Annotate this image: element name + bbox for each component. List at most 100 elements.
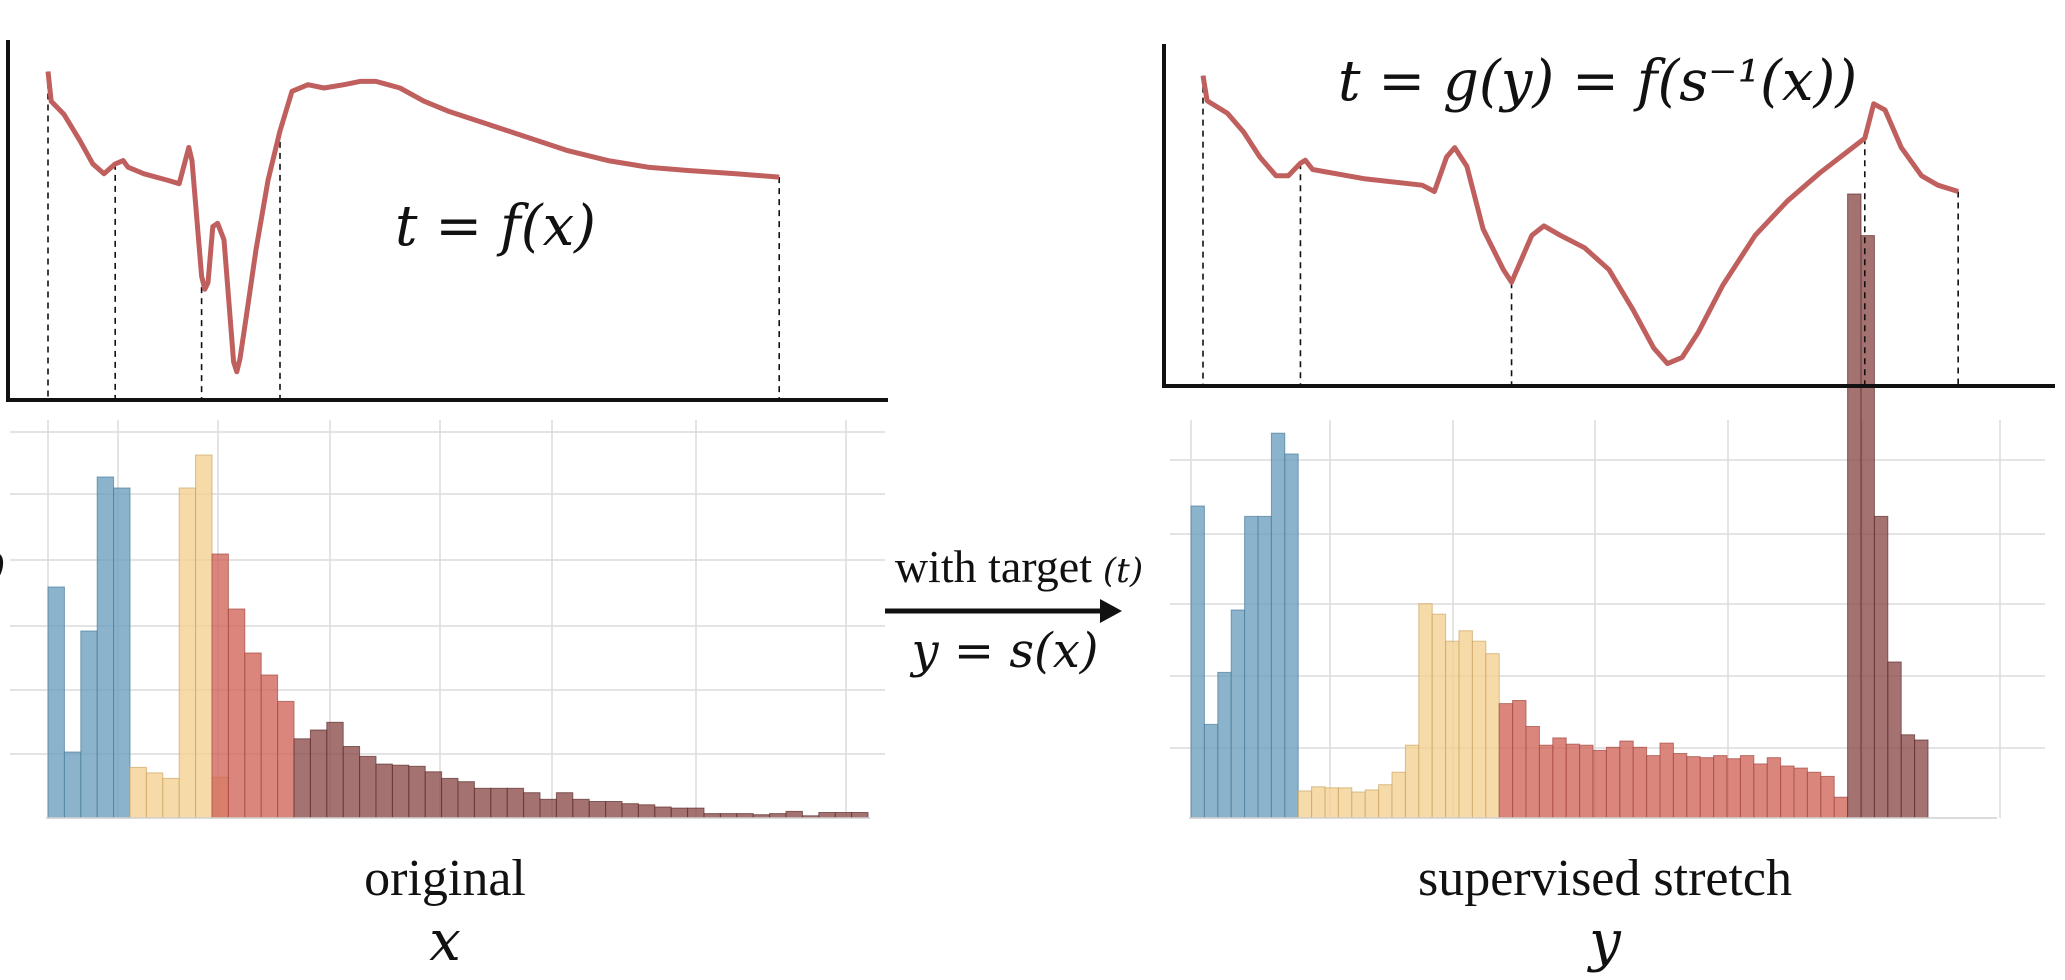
histogram-bar — [227, 608, 246, 819]
histogram-bar — [1605, 746, 1621, 819]
histogram-bar — [211, 553, 229, 819]
histogram-bar — [1565, 743, 1581, 819]
histogram-bar — [1284, 453, 1299, 819]
histogram-bar — [1203, 723, 1219, 819]
left-caption: original — [364, 850, 526, 907]
histogram-bar — [1552, 737, 1567, 819]
histogram-bar — [1297, 790, 1313, 819]
histogram-bar — [670, 807, 689, 819]
histogram-bar — [851, 812, 869, 819]
histogram-bar — [178, 487, 197, 819]
left-histogram — [46, 454, 870, 819]
histogram-bar — [1485, 653, 1500, 819]
right-curve-t-g-y — [1200, 75, 1959, 367]
histogram-bar — [293, 738, 311, 819]
histogram-bar — [1659, 742, 1674, 819]
left-histogram-grid — [10, 420, 885, 818]
transform-arrow: with target (t) y = s(x) — [885, 541, 1143, 679]
histogram-bar — [359, 755, 377, 819]
arrow-label-top-variable: (t) — [1103, 551, 1143, 591]
histogram-bar — [342, 746, 361, 819]
histogram-bar — [63, 751, 82, 819]
histogram-bar — [555, 792, 574, 819]
arrow-head — [1100, 599, 1122, 623]
histogram-bar — [1351, 791, 1366, 819]
right-caption: supervised stretch — [1418, 850, 1792, 907]
left-curve-t-f-x — [45, 71, 780, 375]
histogram-bar — [1833, 796, 1849, 819]
histogram-bar — [1418, 603, 1433, 819]
histogram-bar — [1646, 755, 1661, 819]
histogram-bar — [1270, 432, 1286, 819]
histogram-bar — [605, 801, 623, 819]
histogram-bar — [506, 787, 525, 819]
histogram-bar — [473, 787, 492, 819]
histogram-bar — [1753, 763, 1768, 819]
histogram-bar — [588, 801, 607, 819]
histogram-bar — [1793, 767, 1808, 819]
left-panel: t = f(x) original x — [6, 40, 888, 974]
histogram-bar — [621, 803, 639, 819]
histogram-bar — [1632, 746, 1648, 819]
histogram-bar — [1190, 505, 1205, 819]
histogram-bar — [1579, 744, 1594, 819]
histogram-bar — [326, 721, 344, 819]
histogram-bar — [244, 652, 262, 819]
histogram-bar — [1391, 771, 1406, 819]
histogram-bar — [1217, 671, 1232, 819]
histogram-bar — [539, 798, 557, 819]
histogram-bar — [523, 792, 541, 819]
left-cutoff-lines — [47, 71, 781, 400]
histogram-bar — [1860, 235, 1875, 819]
histogram-bar — [1806, 771, 1822, 819]
histogram-bar — [1820, 775, 1835, 819]
histogram-bar — [1311, 786, 1326, 819]
histogram-bar — [441, 777, 459, 819]
histogram-bar — [1445, 640, 1460, 819]
histogram-bar — [145, 772, 164, 819]
histogram-bar — [687, 807, 705, 819]
histogram-bar — [1713, 755, 1728, 819]
histogram-bar — [1592, 749, 1607, 819]
histogram-bar — [1525, 725, 1540, 819]
right-caption-variable: y — [1586, 909, 1622, 974]
histogram-bar — [162, 777, 180, 819]
arrow-label-top: with target — [895, 541, 1092, 592]
histogram-bar — [572, 798, 590, 819]
histogram-bar — [1780, 765, 1795, 819]
histogram-bar — [818, 812, 836, 819]
histogram-bar — [1404, 744, 1420, 819]
histogram-bar — [1739, 755, 1755, 819]
histogram-bar — [1471, 640, 1487, 819]
histogram-bar — [1458, 630, 1473, 819]
histogram-bar — [1337, 787, 1353, 819]
histogram-bar — [408, 765, 426, 819]
histogram-bar — [1512, 699, 1527, 819]
histogram-bar — [1887, 661, 1902, 819]
histogram-bar — [1847, 193, 1862, 819]
histogram-bar — [457, 781, 475, 819]
histogram-bar — [277, 700, 295, 819]
clipped-label-fragment: ) — [0, 547, 5, 587]
histogram-bar — [1378, 784, 1393, 819]
histogram-bar — [195, 454, 213, 819]
histogram-bar — [375, 763, 393, 819]
histogram-bar — [47, 586, 65, 819]
histogram-bar — [260, 674, 279, 819]
right-panel: t = g(y) = f(s⁻¹(x)) supervised stretch … — [1162, 44, 2055, 974]
histogram-bar — [1900, 734, 1916, 819]
histogram-bar — [1230, 609, 1246, 819]
right-curve-label: t = g(y) = f(s⁻¹(x)) — [1338, 49, 1857, 114]
histogram-bar — [1914, 739, 1929, 819]
left-curve-label: t = f(x) — [395, 194, 596, 259]
histogram-bar — [1431, 613, 1447, 819]
histogram-bar — [1699, 757, 1715, 819]
histogram-bar — [1619, 740, 1634, 819]
histogram-bar — [1686, 756, 1701, 819]
histogram-bar — [1364, 789, 1380, 819]
histogram-bar — [391, 764, 410, 819]
histogram-bar — [637, 804, 656, 819]
histogram-bar — [113, 487, 131, 819]
histogram-bar — [1672, 753, 1688, 819]
